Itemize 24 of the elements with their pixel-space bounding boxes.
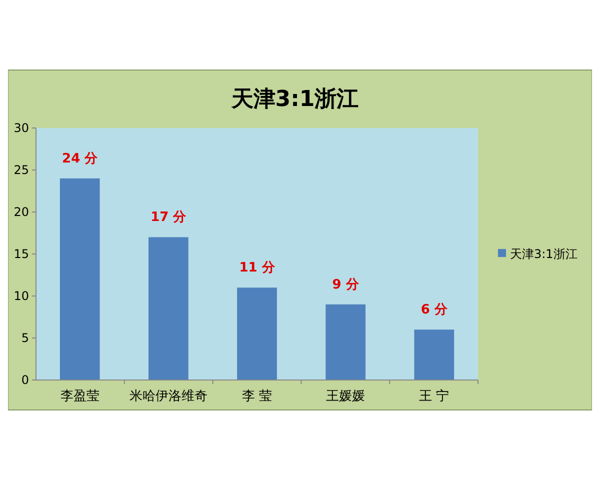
- text: 11 分: [239, 260, 275, 276]
- x-tick-label: 李 莹: [242, 389, 272, 404]
- x-tick-label: 米哈伊洛维奇: [129, 389, 208, 404]
- y-tick-label: 5: [21, 331, 29, 346]
- x-tick-label: 王媛媛: [326, 389, 366, 404]
- y-tick-label: 10: [14, 289, 29, 304]
- text: 6 分: [420, 302, 448, 318]
- chart-title: 天津3:1浙江: [230, 87, 359, 112]
- text: 24 分: [62, 151, 98, 166]
- bar: [237, 288, 277, 380]
- x-tick-label: 王 宁: [419, 388, 450, 404]
- y-tick-label: 0: [21, 373, 29, 388]
- text: 17 分: [150, 210, 186, 226]
- bar: [326, 304, 366, 380]
- y-tick-label: 25: [14, 163, 29, 178]
- x-tick-label: 李盈莹: [60, 389, 100, 404]
- y-tick-label: 30: [14, 121, 29, 136]
- bar: [414, 330, 454, 380]
- y-tick-label: 15: [14, 247, 29, 262]
- bar: [148, 237, 188, 380]
- bar: [60, 178, 100, 380]
- legend-label: 天津3:1浙江: [510, 247, 578, 262]
- y-tick-label: 20: [14, 205, 29, 220]
- text: 9 分: [332, 277, 359, 292]
